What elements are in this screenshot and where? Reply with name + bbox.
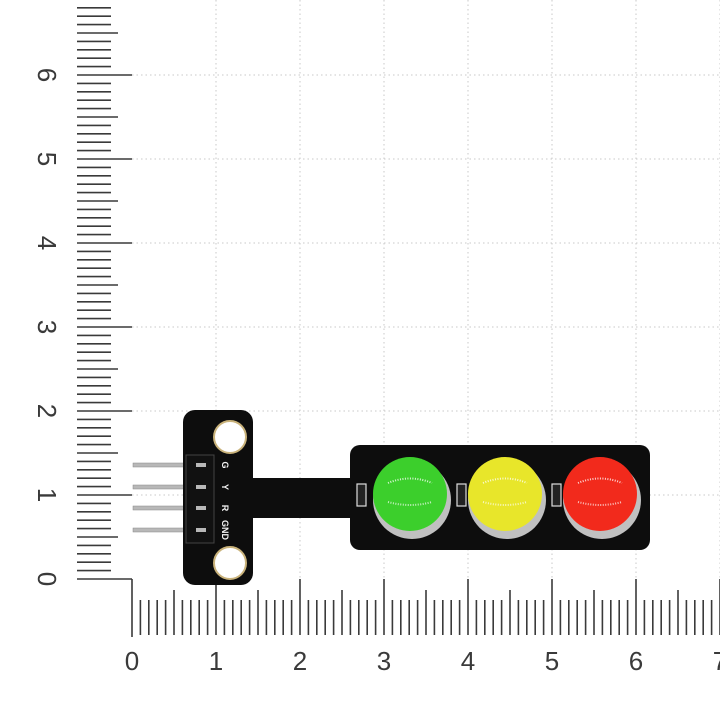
ruler-label: 3: [32, 320, 62, 334]
ruler-label: 1: [209, 646, 223, 676]
traffic-light-module: G Y R GND: [132, 410, 650, 585]
ruler-label: 0: [32, 572, 62, 586]
mounting-hole: [213, 546, 247, 580]
smd-resistor: [356, 483, 367, 507]
pin-label: R: [220, 505, 230, 512]
smd-resistor: [456, 483, 467, 507]
pcb-stem: [250, 478, 360, 518]
smd-resistor: [551, 483, 562, 507]
ruler-label: 4: [461, 646, 475, 676]
horizontal-ruler: 0 1 2 3 4 5 6 7: [125, 579, 720, 676]
ruler-label: 2: [32, 404, 62, 418]
header-pin: [196, 485, 206, 489]
pin-label: G: [220, 461, 230, 468]
ruler-label: 4: [32, 236, 62, 250]
ruler-label: 0: [125, 646, 139, 676]
led-green: [373, 457, 447, 531]
ruler-label: 5: [32, 152, 62, 166]
pin-label: Y: [220, 484, 230, 490]
pin-label: GND: [220, 520, 230, 541]
header-pin: [196, 506, 206, 510]
ruler-label: 7: [713, 646, 720, 676]
ruler-label: 6: [32, 68, 62, 82]
header-pin: [196, 528, 206, 532]
vertical-ruler: 0 1 2 3 4 5 6: [32, 6, 132, 586]
ruler-label: 1: [32, 488, 62, 502]
led-red: [563, 457, 637, 531]
led-yellow: [468, 457, 542, 531]
ruler-label: 6: [629, 646, 643, 676]
led-highlight: [482, 501, 528, 506]
header-pin: [196, 463, 206, 467]
ruler-label: 5: [545, 646, 559, 676]
ruler-label: 2: [293, 646, 307, 676]
led-highlight: [387, 477, 433, 484]
led-highlight: [577, 477, 623, 484]
led-highlight: [577, 501, 623, 506]
mounting-hole: [213, 420, 247, 454]
ruler-label: 3: [377, 646, 391, 676]
led-highlight: [387, 501, 433, 506]
led-highlight: [482, 477, 528, 484]
